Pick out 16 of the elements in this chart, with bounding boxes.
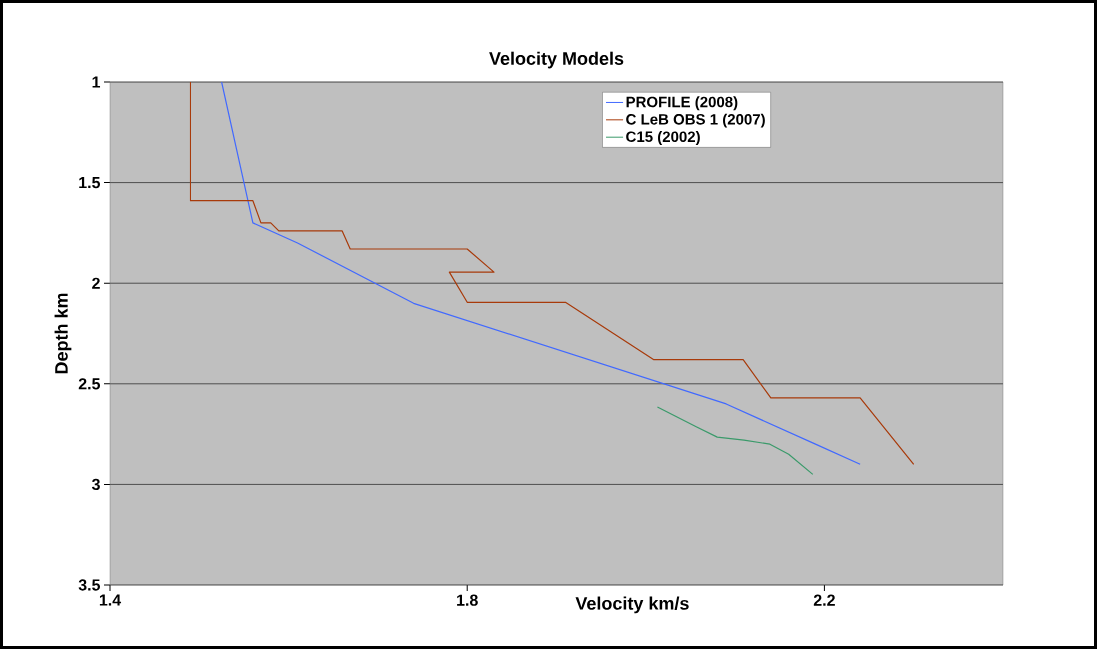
legend-label: C LeB OBS 1 (2007) <box>626 113 765 128</box>
x-tick-label: 2.2 <box>813 594 835 606</box>
line-series <box>656 406 814 475</box>
y-tick-label: 1 <box>92 76 101 88</box>
chart-title: Velocity Models <box>489 51 624 69</box>
x-tick-label: 1.4 <box>99 594 122 606</box>
y-axis-title: Depth km <box>54 293 72 374</box>
y-tick-label: 3.5 <box>78 579 101 591</box>
x-axis-title: Velocity km/s <box>575 596 689 614</box>
x-tick-label: 1.8 <box>457 594 478 606</box>
y-tick-label: 2.5 <box>78 378 101 390</box>
y-tick-label: 3 <box>91 478 100 491</box>
legend-label: PROFILE (2008) <box>626 96 738 111</box>
y-tick-label: 2 <box>92 277 100 289</box>
y-tick-label: 1.5 <box>79 177 101 189</box>
legend-label: C15 (2002) <box>626 131 700 145</box>
